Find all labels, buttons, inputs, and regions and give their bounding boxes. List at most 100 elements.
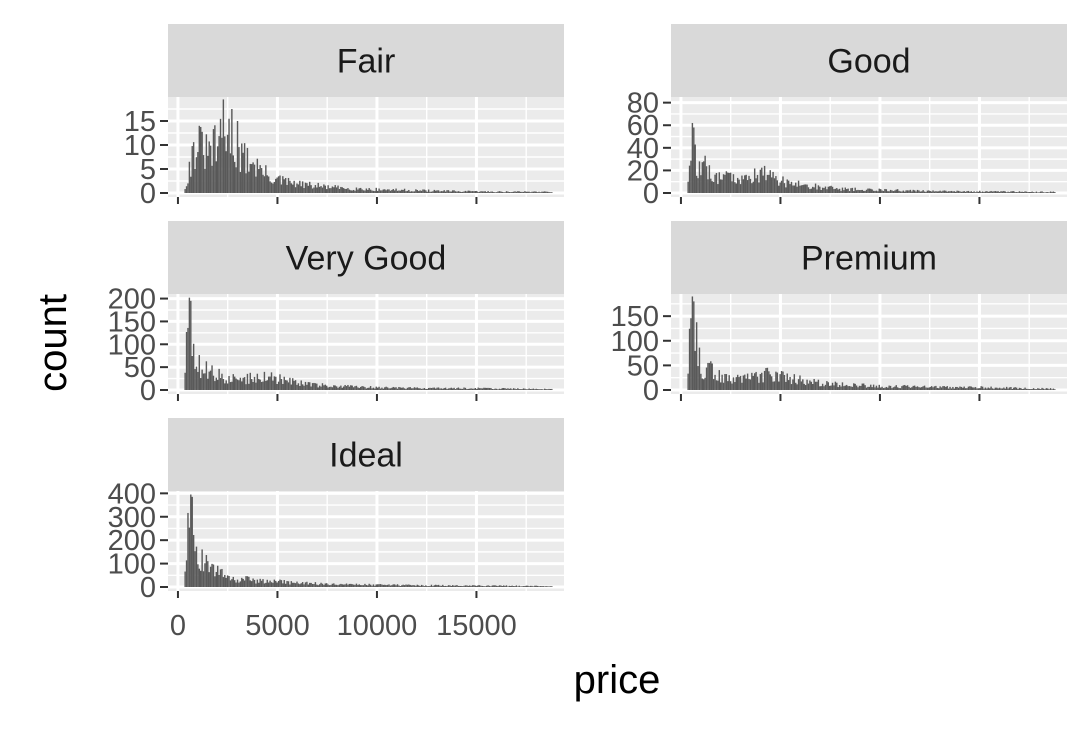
histogram-bar: [482, 586, 483, 587]
histogram-bar: [476, 389, 477, 390]
histogram-bar: [828, 187, 829, 193]
histogram-bar: [1003, 191, 1004, 193]
histogram-bar: [225, 151, 226, 193]
histogram-bar: [920, 388, 921, 390]
histogram-bar: [376, 188, 377, 193]
histogram-bar: [523, 388, 524, 390]
histogram-bar: [350, 190, 351, 193]
histogram-bar: [233, 577, 234, 587]
histogram-bar: [980, 386, 981, 390]
histogram-bar: [779, 374, 780, 390]
histogram-bar: [271, 183, 272, 193]
histogram-bar: [907, 190, 908, 193]
histogram-bar: [258, 379, 259, 390]
histogram-bar: [418, 585, 419, 587]
histogram-bar: [449, 388, 450, 390]
histogram-bar: [736, 183, 737, 193]
histogram-bar: [417, 585, 418, 587]
histogram-bar: [890, 386, 891, 390]
histogram-bar: [825, 187, 826, 193]
histogram-bar: [1024, 191, 1025, 193]
histogram-bar: [897, 189, 898, 193]
histogram-bar: [1029, 192, 1030, 193]
histogram-bar: [531, 586, 532, 587]
histogram-bar: [547, 586, 548, 587]
histogram-bar: [720, 382, 721, 390]
histogram-bar: [329, 387, 330, 390]
histogram-bar: [292, 185, 293, 193]
histogram-bar: [514, 191, 515, 193]
histogram-bar: [201, 370, 202, 390]
histogram-bar: [949, 387, 950, 390]
histogram-bar: [194, 369, 195, 390]
histogram-bar: [1014, 387, 1015, 390]
histogram-bar: [801, 381, 802, 390]
histogram-bar: [354, 585, 355, 587]
histogram-bar: [687, 374, 688, 390]
histogram-bar: [438, 190, 439, 193]
histogram-bar: [349, 387, 350, 390]
histogram-bar: [315, 383, 316, 390]
histogram-bar: [337, 585, 338, 587]
histogram-bar: [489, 192, 490, 193]
histogram-bar: [517, 586, 518, 587]
histogram-bar: [873, 385, 874, 390]
histogram-bar: [965, 388, 966, 390]
histogram-bar: [424, 190, 425, 193]
histogram-bar: [712, 181, 713, 193]
histogram-bar: [225, 380, 226, 390]
histogram-bar: [316, 384, 317, 390]
histogram-bar: [286, 185, 287, 193]
histogram-bar: [842, 382, 843, 390]
y-tick-label: 150: [611, 301, 659, 333]
histogram-bar: [422, 585, 423, 587]
histogram-bar: [412, 388, 413, 390]
histogram-bar: [206, 361, 207, 390]
histogram-bar: [322, 188, 323, 193]
histogram-bar: [363, 386, 364, 390]
histogram-bar: [898, 191, 899, 193]
histogram-bar: [548, 389, 549, 390]
histogram-bar: [410, 192, 411, 193]
histogram-bar: [247, 576, 248, 587]
histogram-bar: [356, 386, 357, 390]
histogram-bar: [288, 382, 289, 390]
histogram-bar: [296, 582, 297, 587]
histogram-bar: [459, 192, 460, 193]
histogram-bar: [470, 586, 471, 587]
histogram-bar: [982, 191, 983, 193]
histogram-bar: [367, 388, 368, 390]
histogram-bar: [510, 586, 511, 587]
histogram-bar: [432, 586, 433, 587]
histogram-bar: [789, 184, 790, 193]
histogram-bar: [255, 383, 256, 390]
histogram-bar: [703, 161, 704, 193]
histogram-bar: [344, 584, 345, 587]
histogram-bar: [414, 191, 415, 193]
histogram-bar: [534, 191, 535, 193]
histogram-bar: [534, 586, 535, 587]
histogram-bar: [193, 344, 194, 390]
histogram-bar: [427, 586, 428, 587]
histogram-bar: [390, 586, 391, 587]
histogram-bar: [541, 192, 542, 193]
histogram-bar: [978, 388, 979, 390]
histogram-bar: [418, 191, 419, 193]
histogram-bar: [526, 586, 527, 587]
histogram-bar: [412, 585, 413, 587]
histogram-bar: [316, 187, 317, 193]
histogram-bar: [873, 191, 874, 193]
histogram-bar: [242, 153, 243, 193]
histogram-bar: [524, 191, 525, 193]
histogram-bar: [308, 585, 309, 587]
histogram-bar: [216, 378, 217, 390]
histogram-bar: [502, 192, 503, 193]
histogram-bar: [917, 386, 918, 390]
histogram-bar: [257, 580, 258, 587]
histogram-bar: [302, 582, 303, 587]
histogram-bar: [473, 389, 474, 390]
histogram-bar: [414, 585, 415, 587]
histogram-bar: [942, 386, 943, 390]
histogram-bar: [502, 388, 503, 390]
histogram-bar: [446, 389, 447, 390]
